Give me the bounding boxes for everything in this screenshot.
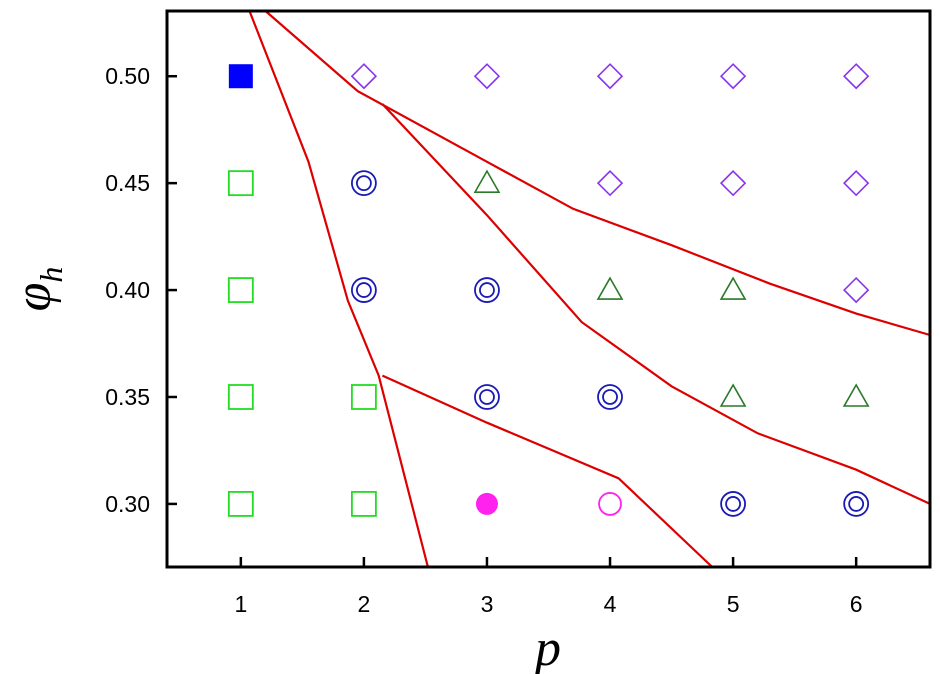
x-tick-label: 3 (481, 591, 494, 617)
y-axis-label-main: φ (5, 283, 62, 312)
data-points (227, 63, 870, 517)
open-triangle-marker (473, 169, 501, 193)
filled-square-marker (228, 64, 253, 89)
double-circle-marker (474, 277, 500, 303)
y-tick-label: 0.50 (105, 63, 150, 89)
open-diamond-marker (843, 170, 870, 197)
phase-boundary-line-1 (248, 10, 429, 568)
open-square-marker (227, 170, 254, 197)
y-axis-label-subscript: h (33, 267, 69, 283)
open-triangle-marker (842, 383, 870, 407)
open-square-marker (351, 491, 377, 517)
double-circle-marker (720, 491, 746, 517)
y-tick-label: 0.30 (105, 491, 150, 517)
open-triangle-marker (596, 276, 624, 300)
x-tick-label: 6 (850, 591, 863, 617)
x-tick-label: 5 (727, 591, 740, 617)
x-tick-label: 1 (234, 591, 247, 617)
x-axis-label: p (531, 620, 561, 674)
svg-text:φh: φh (5, 267, 69, 312)
x-tick-label: 4 (604, 591, 617, 617)
double-circle-marker (351, 277, 377, 303)
open-square-marker (227, 384, 254, 410)
y-tick-label: 0.35 (105, 384, 150, 410)
double-circle-marker (351, 170, 377, 197)
open-diamond-marker (719, 63, 747, 90)
filled-circle-marker (475, 492, 498, 515)
double-circle-marker (843, 491, 870, 517)
open-triangle-marker (719, 383, 747, 407)
phase-boundary-line-2 (264, 10, 931, 337)
y-axis-ticks: 0.30 0.35 0.40 0.45 0.50 (105, 63, 177, 517)
open-diamond-marker (473, 63, 501, 90)
open-diamond-marker (843, 63, 870, 90)
open-diamond-marker (843, 276, 870, 304)
open-square-marker (351, 384, 377, 410)
open-circle-marker (598, 492, 622, 516)
y-tick-label: 0.40 (105, 277, 150, 303)
phase-boundary-line-3 (381, 103, 931, 505)
x-tick-label: 2 (358, 591, 371, 617)
y-tick-label: 0.45 (105, 170, 150, 196)
open-diamond-marker (596, 170, 624, 197)
open-triangle-marker (719, 276, 747, 300)
double-circle-marker (474, 384, 500, 410)
open-square-marker (227, 491, 254, 517)
x-axis-ticks: 1 2 3 4 5 6 (234, 557, 863, 617)
open-square-marker (227, 277, 254, 303)
plot-frame (165, 9, 932, 569)
phase-boundaries (248, 10, 931, 568)
double-circle-marker (597, 384, 623, 410)
open-diamond-marker (350, 63, 378, 90)
open-diamond-marker (719, 170, 747, 197)
open-diamond-marker (596, 63, 624, 90)
y-axis-label: φh (5, 267, 69, 312)
phase-boundary-line-4 (381, 374, 713, 568)
